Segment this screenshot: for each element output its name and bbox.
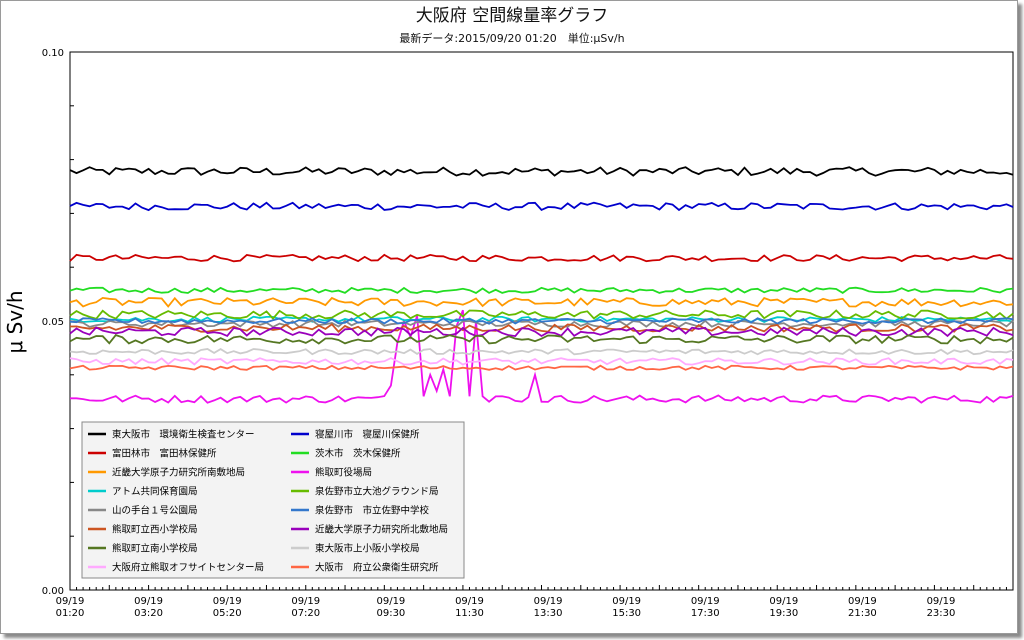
legend-label: 富田林市 富田林保健所 [112, 448, 217, 460]
legend-label: 寝屋川市 寝屋川保健所 [315, 429, 420, 441]
series-line [69, 357, 1014, 366]
x-tick-label-time: 19:30 [769, 608, 798, 619]
x-tick-label-date: 09/19 [455, 596, 484, 607]
legend-label: 東大阪市 環境衛生検査センター [112, 429, 255, 441]
axes: 0.000.050.1009/1901:2009/1903:2009/1905:… [42, 48, 1014, 619]
x-tick-label-date: 09/19 [376, 596, 405, 607]
x-tick-label-date: 09/19 [534, 596, 563, 607]
series-line [69, 317, 1014, 325]
chart-title: 大阪府 空間線量率グラフ [416, 6, 608, 26]
x-tick-label-date: 09/19 [291, 596, 320, 607]
x-tick-label-time: 07:20 [291, 608, 320, 619]
x-tick-label-time: 15:30 [612, 608, 641, 619]
legend-label: アトム共同保育園局 [112, 486, 198, 498]
legend-label: 泉佐野市立大池グラウンド局 [315, 486, 439, 498]
y-tick-label: 0.05 [42, 317, 64, 328]
chart-subtitle: 最新データ:2015/09/20 01:20 単位:μSv/h [399, 31, 624, 45]
x-tick-label-date: 09/19 [848, 596, 877, 607]
series-line [69, 348, 1014, 356]
x-tick-label-time: 11:30 [455, 608, 484, 619]
legend-label: 東大阪市上小阪小学校局 [315, 543, 420, 555]
x-tick-label-date: 09/19 [56, 596, 85, 607]
legend-label: 熊取町役場局 [315, 467, 372, 479]
legend-label: 泉佐野市 市立佐野中学校 [315, 505, 430, 517]
x-tick-label-time: 05:20 [213, 608, 242, 619]
x-tick-label-time: 09:30 [376, 608, 405, 619]
series-line [69, 364, 1014, 371]
legend-label: 茨木市 茨木保健所 [315, 448, 401, 460]
legend-label: 近畿大学原子力研究所北敷地局 [315, 524, 448, 536]
series-line [69, 166, 1014, 177]
legend-label: 大阪府立熊取オフサイトセンター局 [112, 562, 264, 574]
series-line [69, 309, 1014, 320]
y-axis-label: μ Sv/h [3, 290, 27, 353]
x-tick-label-time: 17:30 [691, 608, 720, 619]
legend-label: 山の手台１号公園局 [112, 505, 198, 517]
series-line [69, 323, 1014, 333]
series-line [69, 326, 1014, 338]
series-line [70, 309, 1014, 404]
x-tick-label-date: 09/19 [691, 596, 720, 607]
legend-label: 熊取町立南小学校局 [112, 543, 198, 555]
y-tick-label: 0.10 [42, 48, 64, 59]
x-tick-label-time: 13:30 [534, 608, 563, 619]
x-tick-label-date: 09/19 [927, 596, 956, 607]
x-tick-label-time: 23:30 [927, 608, 956, 619]
y-tick-label: 0.00 [42, 586, 64, 597]
series-line [69, 286, 1014, 295]
x-tick-label-date: 09/19 [134, 596, 163, 607]
legend-box [81, 421, 465, 579]
x-tick-label-date: 09/19 [213, 596, 242, 607]
x-tick-label-date: 09/19 [769, 596, 798, 607]
series-line [69, 201, 1014, 212]
legend-label: 大阪市 府立公衆衛生研究所 [315, 562, 439, 574]
legend-label: 熊取町立西小学校局 [112, 524, 198, 536]
x-tick-label-time: 03:20 [134, 608, 163, 619]
legend-label: 近畿大学原子力研究所南敷地局 [112, 467, 245, 479]
x-tick-label-time: 21:30 [848, 608, 877, 619]
plot-lines [69, 166, 1014, 404]
x-tick-label-time: 01:20 [56, 608, 85, 619]
series-line [69, 296, 1014, 308]
series-line [69, 253, 1014, 263]
series-line [69, 334, 1014, 345]
x-tick-label-date: 09/19 [612, 596, 641, 607]
